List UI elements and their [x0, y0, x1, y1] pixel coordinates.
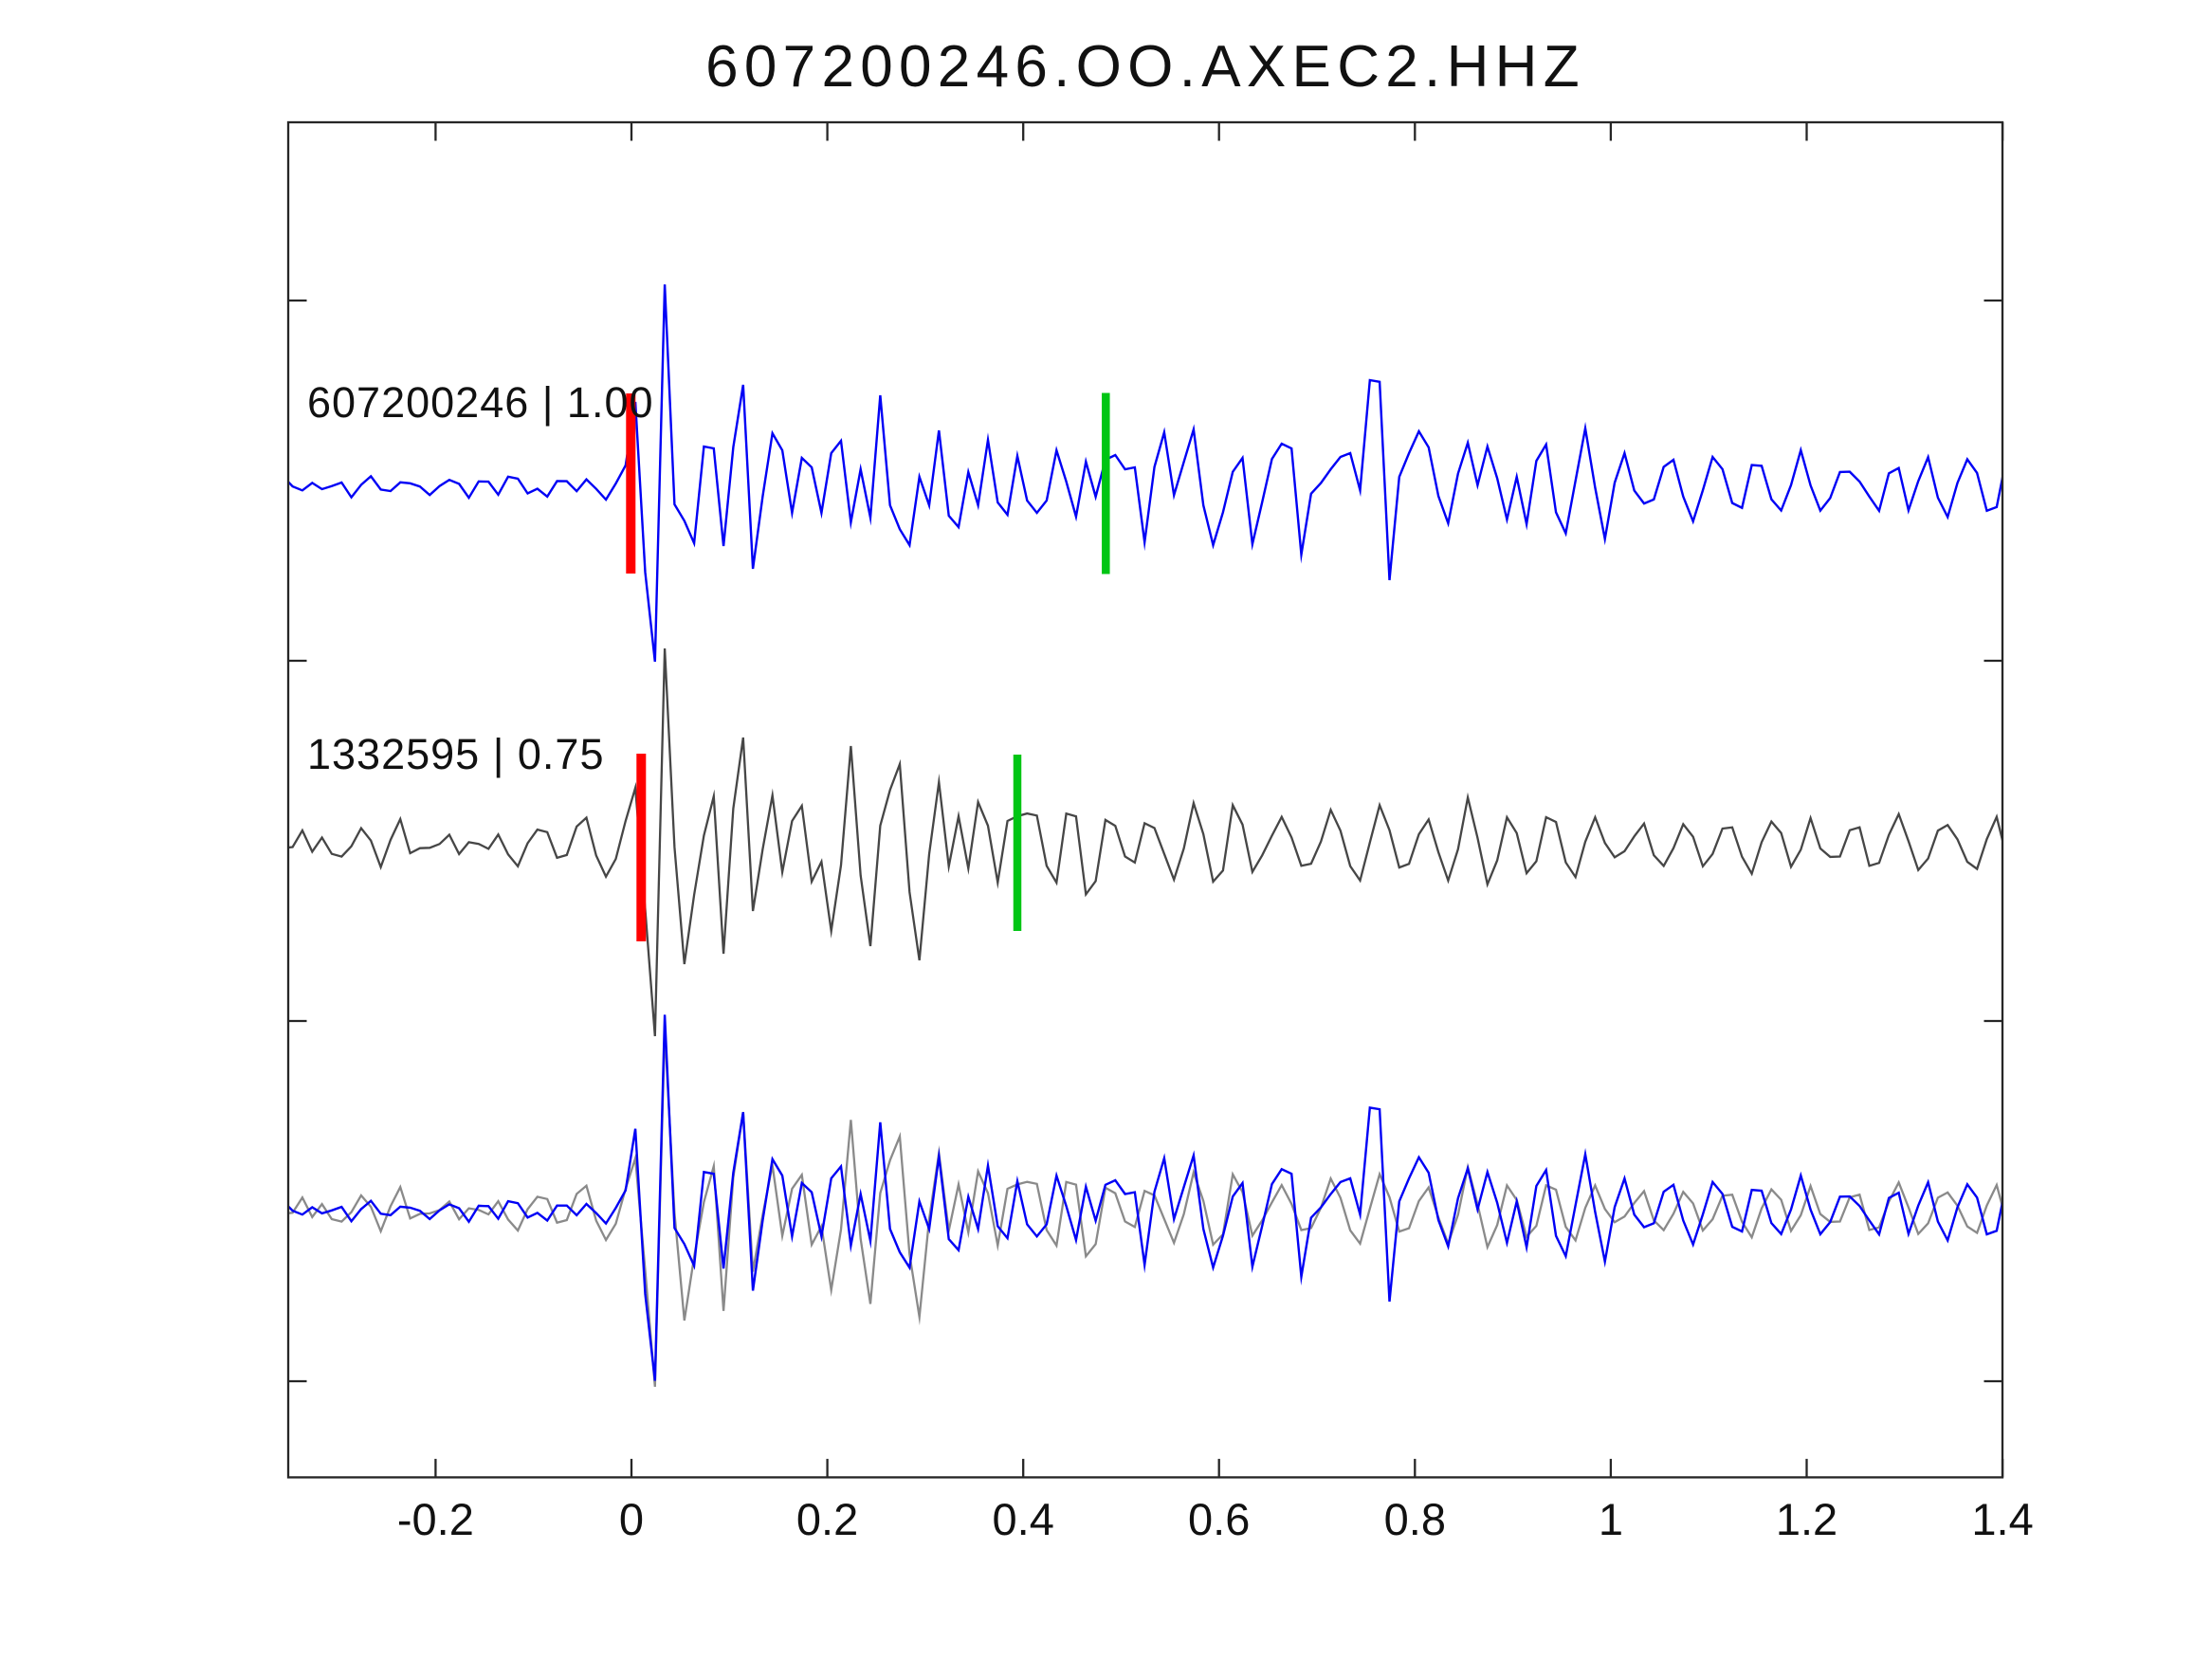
svg-text:0.2: 0.2 [796, 1494, 858, 1544]
svg-text:1.2: 1.2 [1776, 1494, 1837, 1544]
svg-text:-0.2: -0.2 [397, 1494, 474, 1544]
svg-text:1: 1 [1599, 1494, 1623, 1544]
svg-text:607200246 | 1.00: 607200246 | 1.00 [307, 378, 654, 427]
svg-text:607200246.OO.AXEC2.HHZ: 607200246.OO.AXEC2.HHZ [705, 34, 1585, 100]
svg-text:0.8: 0.8 [1384, 1494, 1446, 1544]
svg-text:1332595 | 0.75: 1332595 | 0.75 [307, 730, 604, 778]
svg-text:1.4: 1.4 [1971, 1494, 2033, 1544]
svg-text:0: 0 [619, 1494, 644, 1544]
svg-text:0.4: 0.4 [993, 1494, 1054, 1544]
svg-text:0.6: 0.6 [1188, 1494, 1250, 1544]
